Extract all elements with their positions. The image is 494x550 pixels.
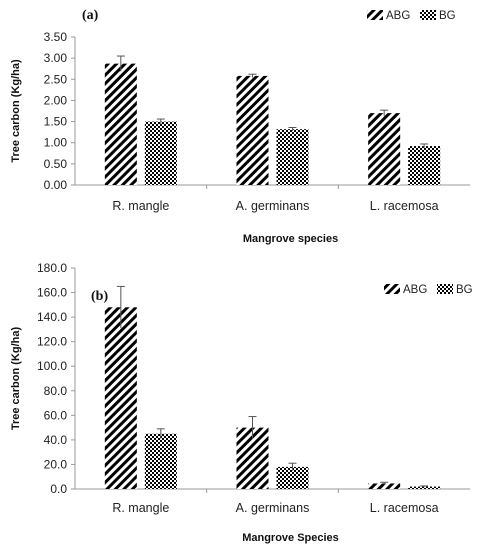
y-tick-label: 1.50 (44, 115, 68, 129)
y-tick-label: 120.0 (37, 335, 67, 349)
bar-abg-2 (368, 483, 401, 489)
category-label: R. mangle (112, 501, 169, 515)
y-tick-label: 60.0 (44, 408, 68, 422)
category-label: R. mangle (112, 199, 169, 213)
bar-bg-1 (276, 129, 309, 185)
legend-swatch-bg (420, 10, 436, 20)
y-tick-label: 0.50 (44, 157, 68, 171)
bar-abg-1 (236, 75, 269, 185)
y-tick-label: 3.50 (44, 30, 68, 44)
legend-label-bg: BG (439, 10, 456, 22)
legend-label-bg: BG (456, 284, 473, 296)
y-tick-label: 0.00 (44, 178, 68, 192)
category-label: L. racemosa (370, 199, 439, 213)
y-tick-label: 100.0 (37, 359, 67, 373)
bar-bg-0 (144, 433, 177, 489)
bar-abg-0 (104, 63, 137, 185)
y-axis-title: Tree carbon (Kg/ha) (10, 59, 22, 163)
y-tick-label: 80.0 (44, 384, 68, 398)
category-label: A. germinans (236, 501, 310, 515)
bar-bg-1 (276, 466, 309, 489)
legend-label-abg: ABG (403, 284, 427, 296)
y-tick-label: 140.0 (37, 310, 67, 324)
bar-abg-2 (368, 113, 401, 185)
y-tick-label: 20.0 (44, 457, 68, 471)
panel-label: (b) (91, 289, 108, 304)
chart-panel-a: 0.00 0.50 1.00 1.50 2.00 2.50 3.00 3.50 R. mangl… (10, 8, 470, 245)
y-tick-label: 160.0 (37, 286, 67, 300)
y-tick-label: 40.0 (44, 433, 68, 447)
legend-swatch-abg (384, 284, 400, 294)
y-tick-label: 0.0 (50, 482, 67, 496)
y-tick-label: 2.00 (44, 93, 68, 107)
y-axis-title: Tree carbon (Kg/ha) (10, 327, 22, 431)
bar-bg-2 (408, 486, 441, 489)
legend-label-abg: ABG (386, 10, 410, 22)
y-tick-label: 2.50 (44, 72, 68, 86)
bar-bg-0 (144, 121, 177, 185)
category-label: A. germinans (236, 199, 310, 213)
chart-panel-b: 0.0 20.0 40.0 60.0 80.0 100.0 120.0 140.0 160.0 1… (10, 261, 473, 544)
y-tick-label: 180.0 (37, 261, 67, 275)
legend-swatch-bg (437, 284, 453, 294)
y-tick-label: 1.00 (44, 136, 68, 150)
x-axis-title: Mangrove Species (242, 532, 339, 544)
x-axis-title: Mangrove species (243, 233, 338, 245)
bar-bg-2 (408, 146, 441, 185)
legend-swatch-abg (367, 10, 383, 20)
bar-abg-0 (104, 307, 137, 489)
category-label: L. racemosa (370, 501, 439, 515)
y-tick-label: 3.00 (44, 51, 68, 65)
panel-label: (a) (82, 8, 99, 23)
